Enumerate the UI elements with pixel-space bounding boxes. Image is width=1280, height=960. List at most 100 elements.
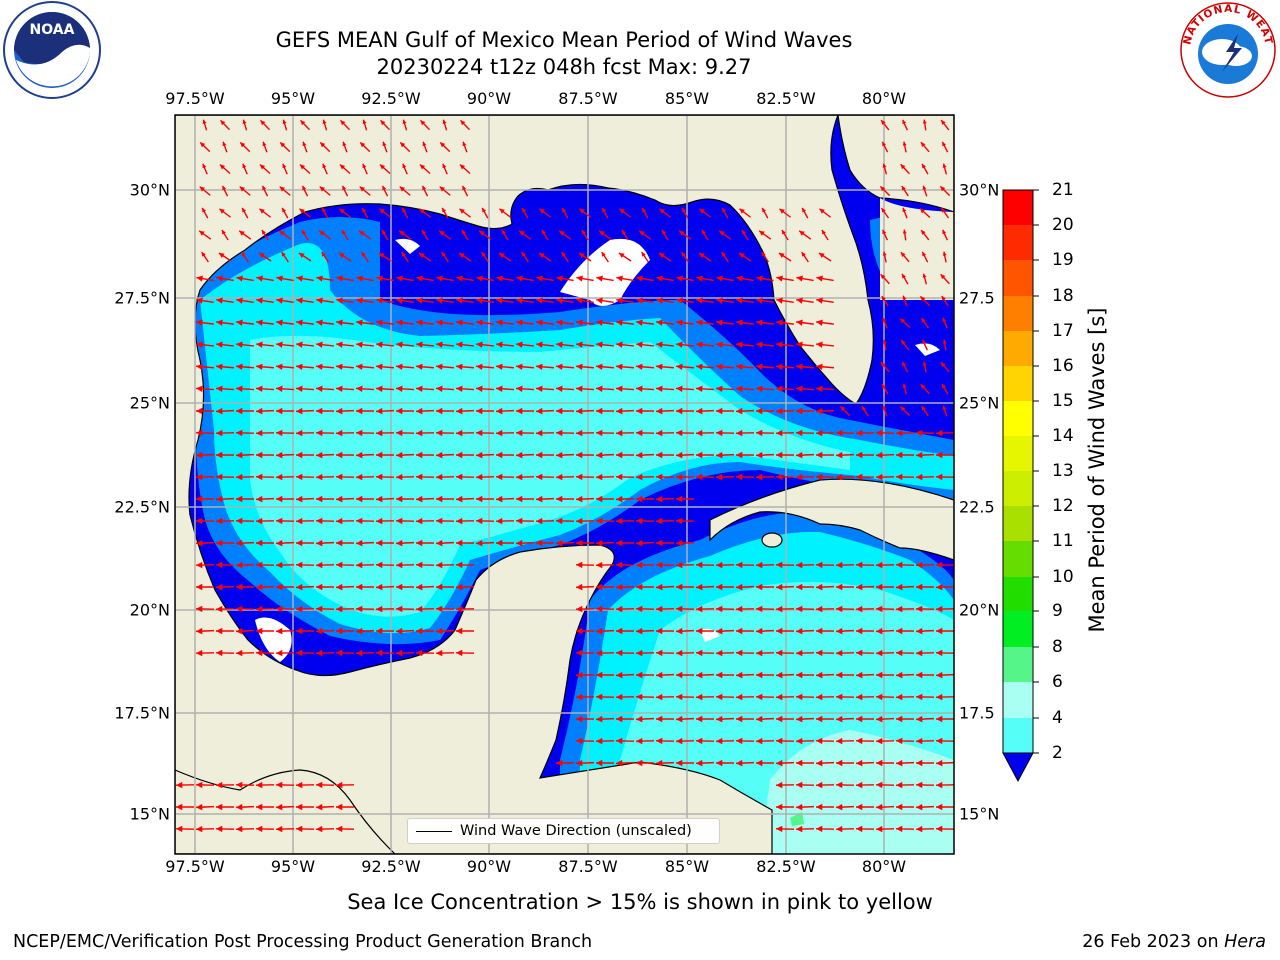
wave-direction-arrowhead xyxy=(796,319,803,326)
wave-direction-arrowhead xyxy=(276,363,283,370)
wave-direction-arrowhead xyxy=(818,252,825,258)
wave-direction-arrowhead xyxy=(836,605,843,613)
wave-direction-arrowhead xyxy=(676,649,683,657)
wave-direction-arrowhead xyxy=(416,649,423,657)
wave-direction-arrowhead xyxy=(196,429,203,437)
wave-direction-arrowhead xyxy=(636,715,643,723)
wave-direction-arrowhead xyxy=(462,185,467,191)
colorbar-segment xyxy=(1003,471,1033,507)
wave-direction-arrowhead xyxy=(336,583,343,591)
wave-direction-arrowhead xyxy=(876,693,883,701)
wave-direction-arrowhead xyxy=(356,275,363,282)
wave-direction-arrowhead xyxy=(576,429,583,437)
wave-direction-arrowhead xyxy=(481,251,486,257)
wave-direction-arrowhead xyxy=(676,275,683,282)
wave-direction-arrowhead xyxy=(456,605,463,613)
wave-direction-arrowhead xyxy=(596,319,603,326)
wave-direction-arrowhead xyxy=(356,407,363,415)
wave-direction-arrowhead xyxy=(378,252,385,258)
wave-direction-arrowhead xyxy=(516,539,523,547)
wave-direction-arrowhead xyxy=(756,693,763,701)
wave-direction-arrowhead xyxy=(656,583,663,591)
wave-direction-arrowhead xyxy=(316,803,323,811)
wave-direction-arrowhead xyxy=(436,473,443,481)
wave-direction-arrowhead xyxy=(476,297,483,304)
wave-direction-arrowhead xyxy=(616,363,623,370)
wave-direction-arrowhead xyxy=(379,208,385,214)
wave-direction-arrowhead xyxy=(816,385,823,393)
wave-direction-arrowhead xyxy=(521,251,526,257)
wave-direction-arrowhead xyxy=(536,385,543,393)
wave-direction-arrowhead xyxy=(336,561,343,569)
wave-direction-arrowhead xyxy=(336,363,343,370)
wave-direction-arrowhead xyxy=(616,495,623,503)
land-north-america xyxy=(175,115,874,854)
wave-direction-arrowhead xyxy=(656,451,663,459)
wave-direction-arrowhead xyxy=(736,341,743,348)
wave-direction-arrowhead xyxy=(436,363,443,370)
lat-tick-label: 17.5°N xyxy=(114,703,170,723)
wave-direction-arrowhead xyxy=(196,517,203,525)
wave-direction-arrowhead xyxy=(381,229,386,235)
wave-direction-arrowhead xyxy=(256,275,263,282)
wave-direction-arrowhead xyxy=(596,649,603,657)
wave-direction-arrowhead xyxy=(916,803,923,811)
wave-direction-arrowhead xyxy=(216,495,223,503)
wave-direction-arrowhead xyxy=(636,363,643,370)
wave-direction-arrowhead xyxy=(636,693,643,701)
wave-direction-arrowhead xyxy=(656,363,663,370)
wave-direction-arrowhead xyxy=(936,781,943,789)
wave-direction-arrowhead xyxy=(696,627,703,635)
wave-direction-arrowhead xyxy=(876,671,883,679)
wave-direction-arrowhead xyxy=(442,119,447,124)
wave-direction-arrowhead xyxy=(876,473,883,481)
wave-direction-arrowhead xyxy=(736,275,743,282)
wave-direction-arrowhead xyxy=(216,517,223,525)
wave-direction-arrowhead xyxy=(856,803,863,811)
wave-direction-arrowhead xyxy=(636,759,643,767)
colorbar-tick-label: 10 xyxy=(1052,567,1074,587)
wave-direction-arrowhead xyxy=(796,473,803,481)
wave-direction-arrowhead xyxy=(636,517,643,525)
wave-direction-arrowhead xyxy=(556,451,563,459)
wave-direction-arrowhead xyxy=(336,407,343,415)
date-text: 26 Feb 2023 on Hera xyxy=(1082,932,1266,952)
wave-direction-arrowhead xyxy=(816,825,823,833)
wave-direction-arrowhead xyxy=(916,671,923,679)
wave-direction-arrowhead xyxy=(896,583,903,591)
lat-tick-label: 22.5 xyxy=(959,497,995,517)
wave-direction-arrowhead xyxy=(416,583,423,591)
wave-direction-arrowhead xyxy=(836,451,843,459)
wave-direction-arrowhead xyxy=(882,405,887,411)
wave-direction-arrowhead xyxy=(218,252,225,258)
wave-direction-arrowhead xyxy=(516,517,523,525)
wave-direction-arrowhead xyxy=(196,627,203,635)
lat-tick-label: 25°N xyxy=(129,393,170,413)
wave-direction-arrowhead xyxy=(236,341,243,348)
wave-direction-arrowhead xyxy=(922,251,927,257)
wave-direction-arrowhead xyxy=(736,605,743,613)
wave-direction-arrowhead xyxy=(482,207,487,213)
wave-direction-arrowhead xyxy=(419,208,425,214)
wave-direction-arrowhead xyxy=(616,429,623,437)
wave-direction-arrowhead xyxy=(460,120,466,126)
wave-direction-arrowhead xyxy=(341,229,346,235)
wave-direction-arrowhead xyxy=(196,605,203,613)
wave-direction-arrowhead xyxy=(596,517,603,525)
wave-direction-arrowhead xyxy=(676,627,683,635)
wave-direction-arrowhead xyxy=(356,451,363,459)
wave-direction-arrowhead xyxy=(336,627,343,635)
wave-direction-arrowhead xyxy=(756,363,763,370)
wave-direction-arrowhead xyxy=(476,319,483,326)
wave-direction-arrowhead xyxy=(561,251,566,257)
wave-direction-arrowhead xyxy=(421,229,426,235)
wave-direction-arrowhead xyxy=(236,649,243,657)
wave-direction-arrowhead xyxy=(302,185,307,191)
wave-direction-arrowhead xyxy=(256,341,263,348)
wave-direction-arrowhead xyxy=(776,737,783,745)
wave-direction-arrowhead xyxy=(396,429,403,437)
wave-direction-arrowhead xyxy=(856,715,863,723)
wave-direction-arrowhead xyxy=(216,451,223,459)
wave-direction-arrowhead xyxy=(776,715,783,723)
colorbar-tick-label: 4 xyxy=(1052,708,1063,728)
